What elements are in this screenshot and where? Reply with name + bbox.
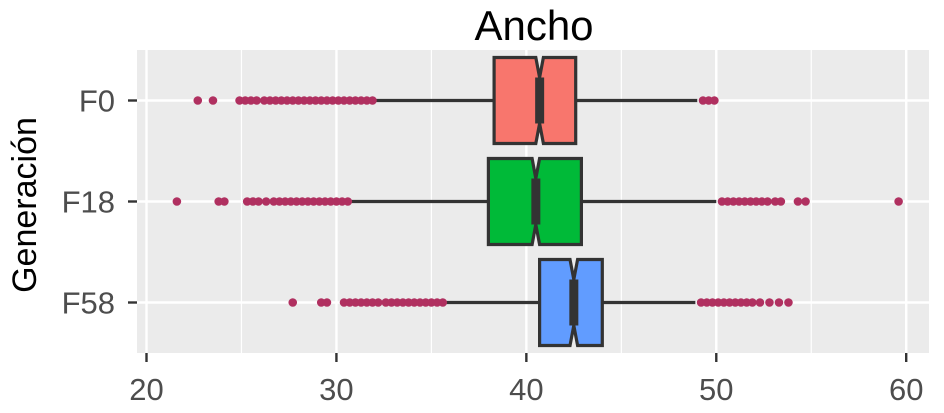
outlier-point bbox=[261, 197, 271, 206]
box-layer bbox=[172, 55, 903, 348]
outlier-point bbox=[220, 197, 229, 206]
outlier-point bbox=[710, 96, 719, 105]
chart-title: Ancho bbox=[474, 2, 593, 49]
x-tick-label: 20 bbox=[129, 372, 163, 407]
outlier-point bbox=[765, 298, 774, 307]
outlier-point bbox=[793, 197, 803, 206]
y-tick-label: F0 bbox=[79, 84, 115, 119]
outlier-point bbox=[208, 96, 218, 105]
outlier-point bbox=[288, 298, 298, 307]
outlier-point bbox=[748, 298, 757, 307]
outlier-point bbox=[774, 298, 784, 307]
outlier-point bbox=[343, 197, 353, 206]
outlier-point bbox=[438, 298, 448, 307]
outlier-point bbox=[252, 96, 261, 105]
x-tick-label: 60 bbox=[889, 372, 923, 407]
box-group-f58 bbox=[288, 257, 793, 348]
box-group-f0 bbox=[193, 55, 719, 146]
box-group-f18 bbox=[172, 156, 903, 247]
outlier-point bbox=[801, 197, 810, 206]
y-tick-label: F18 bbox=[62, 185, 115, 220]
outlier-point bbox=[776, 197, 786, 206]
outlier-point bbox=[763, 197, 772, 206]
outlier-point bbox=[755, 298, 765, 307]
x-tick-label: 30 bbox=[319, 372, 353, 407]
outlier-point bbox=[784, 298, 793, 307]
outlier-point bbox=[894, 197, 903, 206]
x-tick-label: 40 bbox=[509, 372, 543, 407]
outlier-point bbox=[368, 96, 377, 105]
outlier-point bbox=[254, 197, 263, 206]
box-body bbox=[492, 55, 578, 146]
y-tick-label: F58 bbox=[62, 286, 115, 321]
outlier-point bbox=[172, 197, 182, 206]
y-axis-label: Generación bbox=[6, 117, 44, 293]
outlier-point bbox=[322, 298, 332, 307]
outlier-point bbox=[373, 298, 383, 307]
outlier-point bbox=[193, 96, 203, 105]
axes: F0 F18 F58 20 30 40 50 60 bbox=[62, 84, 924, 408]
x-tick-label: 50 bbox=[699, 372, 733, 407]
